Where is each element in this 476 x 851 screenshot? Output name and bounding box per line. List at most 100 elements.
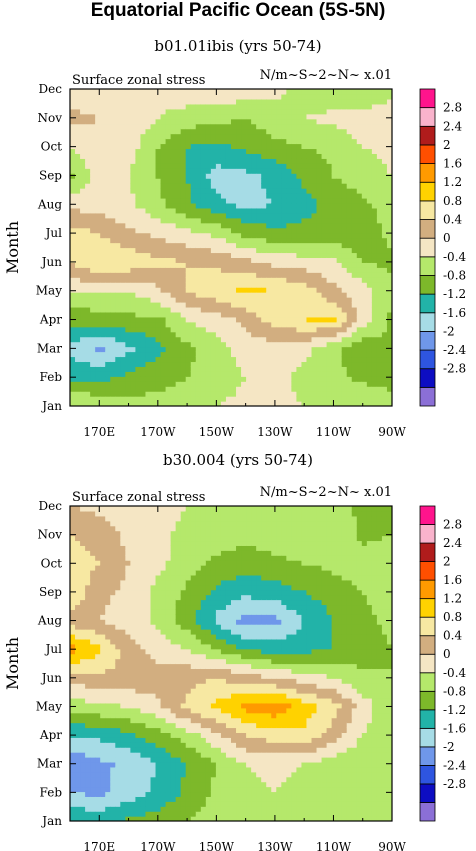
contour-cell [90,351,96,358]
contour-cell [326,277,333,283]
contour-cell [321,326,328,333]
contour-cell [236,396,242,402]
contour-cell [105,93,111,100]
contour-cell [110,396,116,402]
contour-cell [165,89,172,95]
contour-cell [386,173,392,179]
contour-cell [231,148,237,154]
contour-cell [175,336,182,343]
contour-cell [326,267,333,273]
contour-cell [90,693,96,699]
contour-cell [366,153,373,159]
contour-cell [266,133,272,140]
contour-cell [231,386,237,392]
contour-cell [200,391,207,397]
contour-cell [215,128,222,135]
contour-cell [105,796,111,802]
contour-cell [115,629,121,635]
contour-cell [316,267,323,273]
contour-cell [75,148,81,154]
contour-cell [276,311,282,318]
contour-cell [256,356,262,363]
contour-cell [130,217,137,224]
contour-cell [246,262,252,268]
contour-cell [371,212,378,219]
contour-cell [160,366,167,372]
contour-cell [361,183,368,189]
contour-cell [301,212,308,219]
contour-cell [236,207,242,214]
contour-cell [185,306,192,313]
contour-cell [311,341,318,348]
contour-cell [85,331,91,338]
contour-cell [185,232,192,239]
contour-cell [105,227,111,234]
contour-cell [155,301,162,308]
contour-cell [175,287,182,293]
contour-cell [110,702,116,709]
contour-cell [195,188,202,194]
contour-cell [90,599,96,606]
contour-cell [246,361,252,367]
contour-cell [135,98,142,105]
contour-cell [346,202,353,209]
contour-cell [376,242,383,249]
contour-cell [115,356,121,363]
contour-cell [386,212,392,219]
contour-cell [110,707,116,714]
contour-cell [105,148,111,154]
contour-cell [145,217,152,224]
contour-cell [130,727,137,734]
contour-cell [220,366,227,372]
contour-cell [85,346,91,353]
contour-cell [346,262,353,268]
contour-cell [386,197,392,204]
contour-cell [381,158,388,164]
contour-cell [381,202,388,209]
contour-cell [175,237,182,244]
contour-cell [170,351,177,358]
contour-cell [70,103,76,110]
contour-cell [336,396,343,402]
contour-cell [125,727,131,734]
contour-cell [75,737,81,743]
contour-cell [135,222,142,229]
contour-cell [376,321,383,328]
contour-cell [271,306,277,313]
contour-cell [115,292,121,298]
contour-cell [120,316,126,323]
contour-cell [130,791,137,797]
contour-cell [180,366,187,372]
contour-cell [170,163,177,169]
contour-cell [376,197,383,204]
contour-cell [95,722,101,729]
contour-cell [75,776,81,783]
contour-cell [276,297,282,303]
contour-cell [145,128,152,135]
contour-cell [306,138,313,145]
contour-cell [215,197,222,204]
contour-cell [75,326,81,333]
contour-cell [210,252,217,259]
contour-cell [120,247,126,254]
contour-cell [120,391,126,397]
contour-cell [160,341,167,348]
contour-cell [115,331,121,338]
contour-cell [100,693,106,699]
contour-cell [70,267,76,273]
contour-cell [165,336,172,343]
contour-cell [346,212,353,219]
contour-cell [205,306,212,313]
contour-cell [336,381,343,387]
contour-cell [215,326,222,333]
contour-cell [291,188,298,194]
contour-cell [215,168,222,174]
contour-cell [70,237,76,244]
contour-cell [135,193,142,199]
contour-cell [95,301,101,308]
contour-cell [276,326,282,333]
contour-cell [120,153,126,159]
contour-cell [80,579,86,586]
contour-cell [316,321,323,328]
contour-cell [220,351,227,358]
